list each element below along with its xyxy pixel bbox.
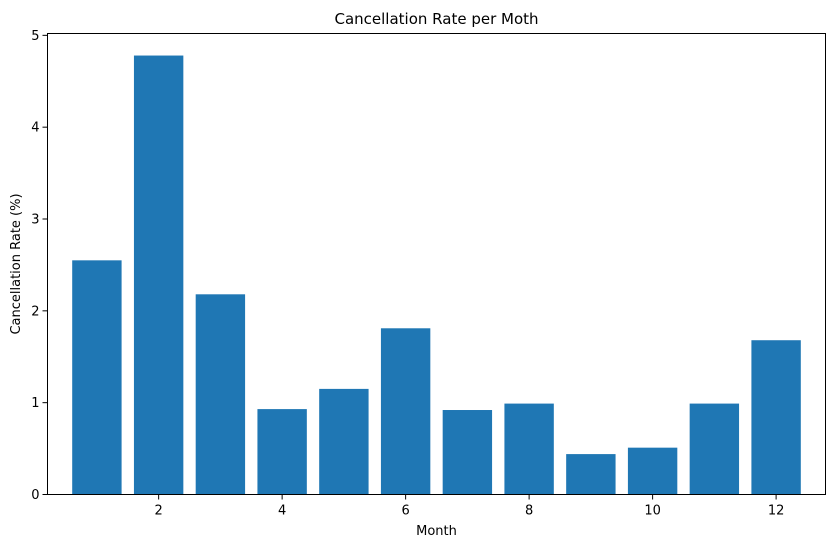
bar-month-8 xyxy=(504,403,554,495)
bar-month-5 xyxy=(319,388,369,495)
x-tick-label: 12 xyxy=(768,504,785,519)
bar-month-7 xyxy=(442,410,493,495)
x-axis-label: Month xyxy=(416,524,457,539)
chart-title: Cancellation Rate per Moth xyxy=(334,10,538,28)
y-axis-label: Cancellation Rate (%) xyxy=(9,193,24,334)
y-tick-label: 4 xyxy=(31,121,39,136)
y-tick-label: 1 xyxy=(31,396,39,411)
x-tick-label: 4 xyxy=(278,504,286,519)
y-tick-label: 5 xyxy=(31,29,39,44)
x-tick-label: 2 xyxy=(155,504,163,519)
plot-frame xyxy=(47,33,826,495)
y-tick-label: 2 xyxy=(31,304,39,319)
x-axis-ticks: 2 4 6 8 10 12 xyxy=(155,494,785,519)
y-tick-label: 3 xyxy=(31,213,39,228)
bar-month-4 xyxy=(257,409,307,495)
bar-month-12 xyxy=(751,340,801,495)
bar-month-1 xyxy=(72,260,122,495)
x-tick-label: 6 xyxy=(401,504,409,519)
bar-month-11 xyxy=(689,403,740,495)
bar-month-6 xyxy=(380,328,431,495)
x-tick-label: 10 xyxy=(644,504,661,519)
x-tick-label: 8 xyxy=(525,504,533,519)
y-axis-ticks: 0 1 2 3 4 5 xyxy=(31,29,48,503)
y-tick-label: 0 xyxy=(31,488,39,503)
bar-month-9 xyxy=(566,454,616,495)
bar-month-10 xyxy=(627,447,678,495)
bars-group xyxy=(72,55,801,495)
bar-month-2 xyxy=(133,55,184,495)
bar-month-3 xyxy=(195,294,246,495)
